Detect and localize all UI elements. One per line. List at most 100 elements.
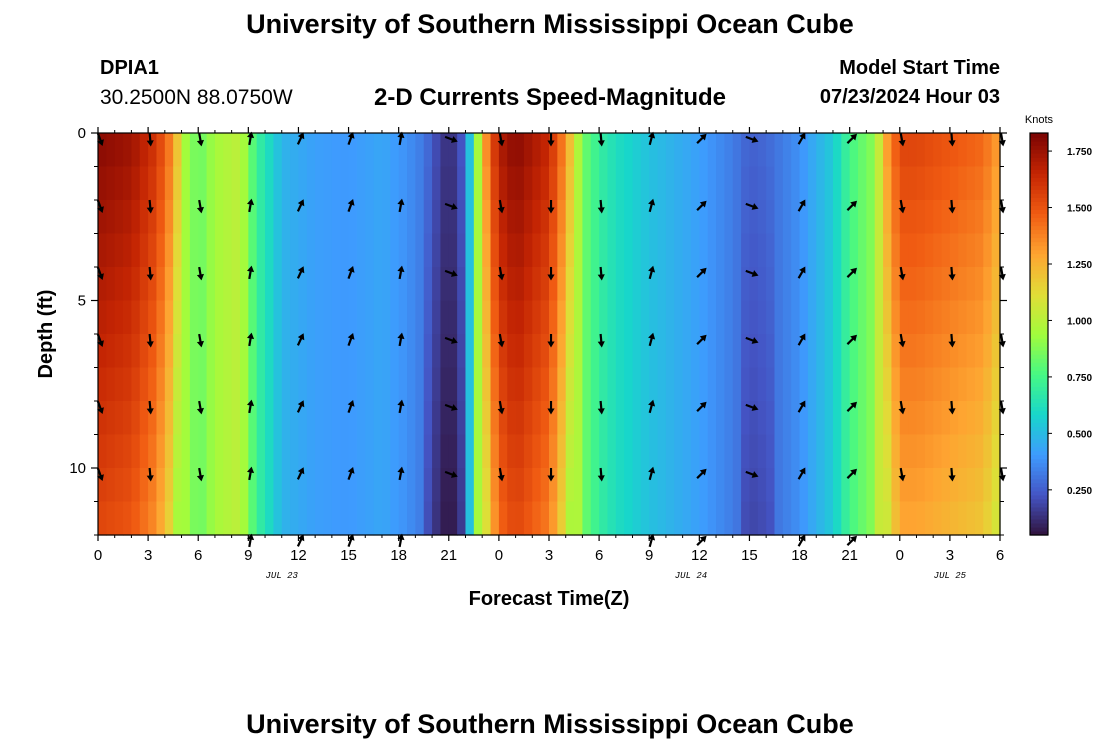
- heatmap-cell: [490, 367, 500, 402]
- current-arrow-head: [297, 199, 305, 207]
- heatmap-cell: [807, 334, 817, 369]
- current-arrow-head: [597, 408, 605, 415]
- heatmap-cell: [841, 334, 851, 369]
- heatmap-cell: [331, 501, 341, 536]
- heatmap-cell: [532, 133, 542, 168]
- heatmap-cell: [757, 501, 767, 536]
- heatmap-cell: [507, 300, 517, 335]
- heatmap-cell: [523, 166, 533, 201]
- current-arrow-head: [948, 341, 956, 348]
- heatmap-cell: [874, 200, 884, 235]
- heatmap-cell: [724, 200, 734, 235]
- heatmap-cell: [114, 166, 124, 201]
- heatmap-cell: [340, 267, 350, 302]
- heatmap-cell: [465, 233, 475, 268]
- heatmap-cell: [331, 233, 341, 268]
- heatmap-cell: [824, 300, 834, 335]
- heatmap-cell: [540, 233, 550, 268]
- heatmap-cell: [465, 267, 475, 302]
- colorbar-segment: [1030, 506, 1048, 512]
- heatmap-cell: [198, 166, 208, 201]
- heatmap-cell: [465, 334, 475, 369]
- heatmap-cell: [958, 334, 968, 369]
- heatmap-cell: [565, 334, 575, 369]
- x-tick-label: 18: [791, 547, 808, 564]
- heatmap-cell: [682, 468, 692, 503]
- heatmap-cell: [523, 401, 533, 436]
- current-arrow: [948, 199, 956, 214]
- heatmap-cell: [774, 367, 784, 402]
- heatmap-cell: [265, 367, 274, 402]
- heatmap-cell: [540, 200, 550, 235]
- heatmap-cell: [398, 334, 408, 369]
- heatmap-cell: [365, 367, 375, 402]
- heatmap-cell: [908, 434, 918, 469]
- heatmap-cell: [774, 334, 784, 369]
- heatmap-cell: [423, 401, 433, 436]
- current-arrow: [397, 131, 405, 146]
- current-arrow: [347, 467, 355, 480]
- heatmap-cell: [983, 334, 993, 369]
- heatmap-cell: [348, 367, 358, 402]
- heatmap-cell: [239, 434, 249, 469]
- heatmap-cell: [858, 501, 867, 536]
- heatmap-cell: [532, 166, 542, 201]
- heatmap-cell: [549, 367, 558, 402]
- heatmap-cell: [866, 233, 876, 268]
- heatmap-cell: [707, 501, 717, 536]
- heatmap-cell: [741, 200, 751, 235]
- heatmap-cell: [832, 434, 842, 469]
- heatmap-cell: [699, 434, 709, 469]
- heatmap-cell: [991, 200, 1001, 235]
- heatmap-cell: [515, 401, 525, 436]
- heatmap-cell: [966, 133, 976, 168]
- heatmap-cell: [632, 367, 642, 402]
- heatmap-cell: [298, 166, 308, 201]
- heatmap-cell: [674, 233, 684, 268]
- heatmap-cell: [106, 501, 116, 536]
- heatmap-cell: [306, 367, 316, 402]
- heatmap-cell: [148, 401, 158, 436]
- heatmap-cell: [732, 468, 742, 503]
- heatmap-cell: [273, 401, 283, 436]
- heatmap-cell: [782, 401, 792, 436]
- heatmap-cell: [507, 468, 517, 503]
- heatmap-cell: [657, 300, 667, 335]
- current-arrow: [696, 133, 707, 144]
- heatmap-cell: [498, 233, 508, 268]
- heatmap-cell: [507, 233, 517, 268]
- current-arrow-head: [751, 404, 759, 411]
- heatmap-cell: [816, 133, 826, 168]
- heatmap-cell: [365, 401, 375, 436]
- heatmap-cell: [432, 501, 442, 536]
- heatmap-cell: [473, 401, 483, 436]
- heatmap-cell: [774, 501, 784, 536]
- heatmap-cell: [916, 501, 926, 536]
- heatmap-cell: [707, 233, 717, 268]
- heatmap-cell: [106, 300, 116, 335]
- heatmap-cell: [766, 334, 776, 369]
- heatmap-cell: [615, 133, 625, 168]
- colorbar-segment: [1030, 225, 1048, 231]
- current-arrow-head: [751, 471, 759, 478]
- heatmap-cell: [908, 300, 918, 335]
- heatmap-cell: [348, 200, 358, 235]
- heatmap-cell: [181, 367, 191, 402]
- heatmap-cell: [256, 166, 266, 201]
- heatmap-cell: [507, 133, 517, 168]
- heatmap-cell: [574, 367, 584, 402]
- heatmap-cell: [874, 334, 884, 369]
- colorbar-segment: [1030, 446, 1048, 452]
- heatmap-cell: [298, 468, 308, 503]
- current-arrow-head: [898, 407, 906, 415]
- heatmap-cell: [114, 401, 124, 436]
- heatmap-cell: [674, 401, 684, 436]
- heatmap-cell: [331, 334, 341, 369]
- heatmap-cell: [582, 133, 592, 168]
- heatmap-cell: [924, 501, 934, 536]
- heatmap-cell: [290, 233, 300, 268]
- heatmap-cell: [615, 468, 625, 503]
- heatmap-cell: [181, 300, 191, 335]
- heatmap-cell: [791, 501, 801, 536]
- current-arrow-head: [196, 273, 204, 281]
